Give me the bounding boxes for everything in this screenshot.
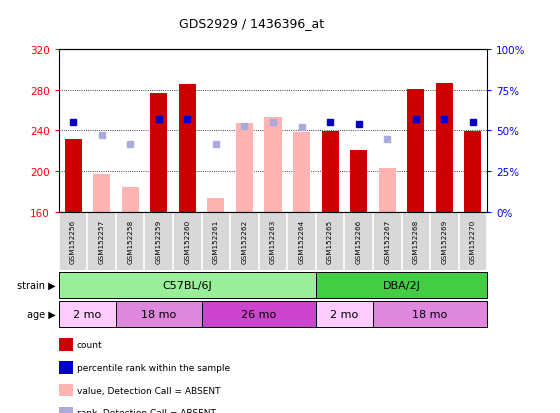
Bar — [264, 118, 282, 213]
Bar — [407, 89, 424, 213]
Text: GSM152256: GSM152256 — [70, 220, 76, 263]
Text: 18 mo: 18 mo — [141, 309, 176, 319]
Text: GSM152257: GSM152257 — [99, 220, 105, 263]
Bar — [116, 301, 202, 327]
Text: GSM152265: GSM152265 — [327, 220, 333, 263]
Bar — [202, 301, 316, 327]
Text: 18 mo: 18 mo — [413, 309, 447, 319]
Bar — [321, 132, 339, 213]
Bar — [373, 301, 487, 327]
Bar — [464, 132, 482, 213]
Bar — [236, 124, 253, 213]
Bar — [293, 133, 310, 213]
Text: GSM152260: GSM152260 — [184, 220, 190, 263]
Text: GSM152264: GSM152264 — [298, 220, 305, 263]
Text: 2 mo: 2 mo — [73, 309, 101, 319]
Text: GSM152258: GSM152258 — [127, 220, 133, 263]
Bar — [64, 139, 82, 213]
Text: percentile rank within the sample: percentile rank within the sample — [77, 363, 230, 372]
Bar — [207, 198, 225, 213]
Bar — [93, 175, 110, 213]
Text: 2 mo: 2 mo — [330, 309, 358, 319]
Text: GDS2929 / 1436396_at: GDS2929 / 1436396_at — [179, 17, 325, 29]
Text: DBA/2J: DBA/2J — [382, 280, 421, 290]
Text: GSM152261: GSM152261 — [213, 220, 219, 263]
Text: 26 mo: 26 mo — [241, 309, 276, 319]
Text: GSM152262: GSM152262 — [241, 220, 248, 263]
Text: value, Detection Call = ABSENT: value, Detection Call = ABSENT — [77, 386, 220, 395]
Bar — [316, 272, 487, 298]
Bar — [316, 301, 373, 327]
Bar — [436, 84, 453, 213]
Bar — [350, 150, 367, 213]
Text: strain ▶: strain ▶ — [17, 280, 56, 290]
Text: GSM152268: GSM152268 — [413, 220, 419, 263]
Text: GSM152266: GSM152266 — [356, 220, 362, 263]
Bar — [379, 169, 396, 213]
Text: GSM152269: GSM152269 — [441, 220, 447, 263]
Text: GSM152267: GSM152267 — [384, 220, 390, 263]
Bar — [122, 187, 139, 213]
Bar — [150, 93, 167, 213]
Text: count: count — [77, 340, 102, 349]
Text: age ▶: age ▶ — [27, 309, 56, 319]
Bar — [59, 301, 116, 327]
Text: C57BL/6J: C57BL/6J — [162, 280, 212, 290]
Text: GSM152270: GSM152270 — [470, 220, 476, 263]
Text: GSM152259: GSM152259 — [156, 220, 162, 263]
Bar — [59, 272, 316, 298]
Text: GSM152263: GSM152263 — [270, 220, 276, 263]
Bar — [179, 85, 196, 213]
Text: rank, Detection Call = ABSENT: rank, Detection Call = ABSENT — [77, 408, 216, 413]
